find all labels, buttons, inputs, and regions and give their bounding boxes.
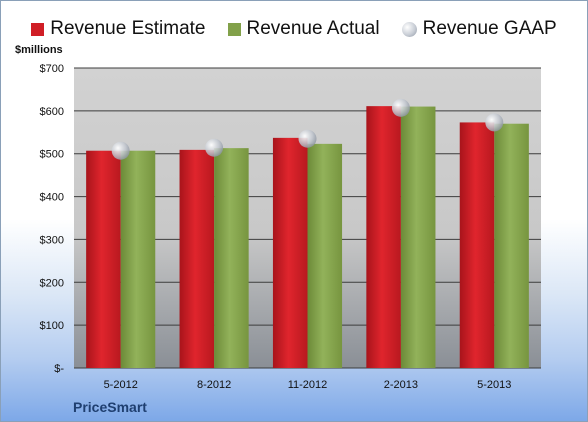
- bar-revenue-estimate: [272, 137, 308, 368]
- bar-revenue-estimate: [366, 106, 401, 369]
- y-tick-label: $100: [40, 320, 64, 332]
- x-tick-label: 8-2012: [197, 379, 231, 391]
- y-axis-ticks: $- $100 $200 $300 $400 $500 $600 $700: [40, 63, 65, 375]
- bar-revenue-actual: [120, 150, 156, 368]
- legend: Revenue Estimate Revenue Actual Revenue …: [1, 17, 587, 41]
- x-tick-label: 2-2013: [384, 379, 418, 391]
- legend-item-actual: Revenue Actual: [227, 18, 380, 40]
- y-tick-label: $500: [40, 149, 64, 161]
- y-unit-label: $millions: [15, 44, 63, 56]
- bar-revenue-estimate: [459, 122, 495, 368]
- legend-label-actual: Revenue Actual: [246, 18, 380, 39]
- marker-revenue-gaap: [485, 113, 504, 132]
- legend-label-gaap: Revenue GAAP: [422, 18, 557, 39]
- legend-item-gaap: Revenue GAAP: [401, 18, 557, 40]
- legend-swatch-actual: [227, 22, 241, 36]
- marker-revenue-gaap: [111, 141, 130, 160]
- y-tick-label: $-: [54, 363, 64, 375]
- x-tick-label: 5-2013: [477, 379, 511, 391]
- bar-revenue-estimate: [179, 149, 215, 368]
- marker-revenue-gaap: [205, 138, 224, 157]
- x-tick-label: 5-2012: [104, 379, 138, 391]
- marker-revenue-gaap: [391, 98, 410, 117]
- y-tick-label: $300: [40, 234, 64, 246]
- bar-revenue-actual: [494, 123, 529, 368]
- legend-swatch-estimate: [31, 22, 45, 36]
- bars: [86, 106, 529, 369]
- legend-item-estimate: Revenue Estimate: [31, 18, 206, 40]
- bar-revenue-actual: [307, 143, 343, 368]
- gaap-markers: [111, 98, 504, 160]
- y-tick-label: $400: [40, 192, 64, 204]
- legend-swatch-gaap: [401, 21, 417, 37]
- legend-label-estimate: Revenue Estimate: [50, 18, 206, 39]
- y-tick-label: $700: [40, 63, 64, 75]
- marker-revenue-gaap: [298, 129, 317, 148]
- bar-revenue-actual: [214, 148, 249, 368]
- bar-revenue-actual: [400, 106, 436, 369]
- x-axis-ticks: 5-2012 8-2012 11-2012 2-2013 5-2013: [104, 379, 512, 391]
- y-tick-label: $200: [40, 277, 64, 289]
- bar-revenue-estimate: [86, 150, 121, 368]
- x-tick-label: 11-2012: [288, 379, 328, 391]
- company-name: PriceSmart: [73, 399, 147, 415]
- y-tick-label: $600: [40, 106, 64, 118]
